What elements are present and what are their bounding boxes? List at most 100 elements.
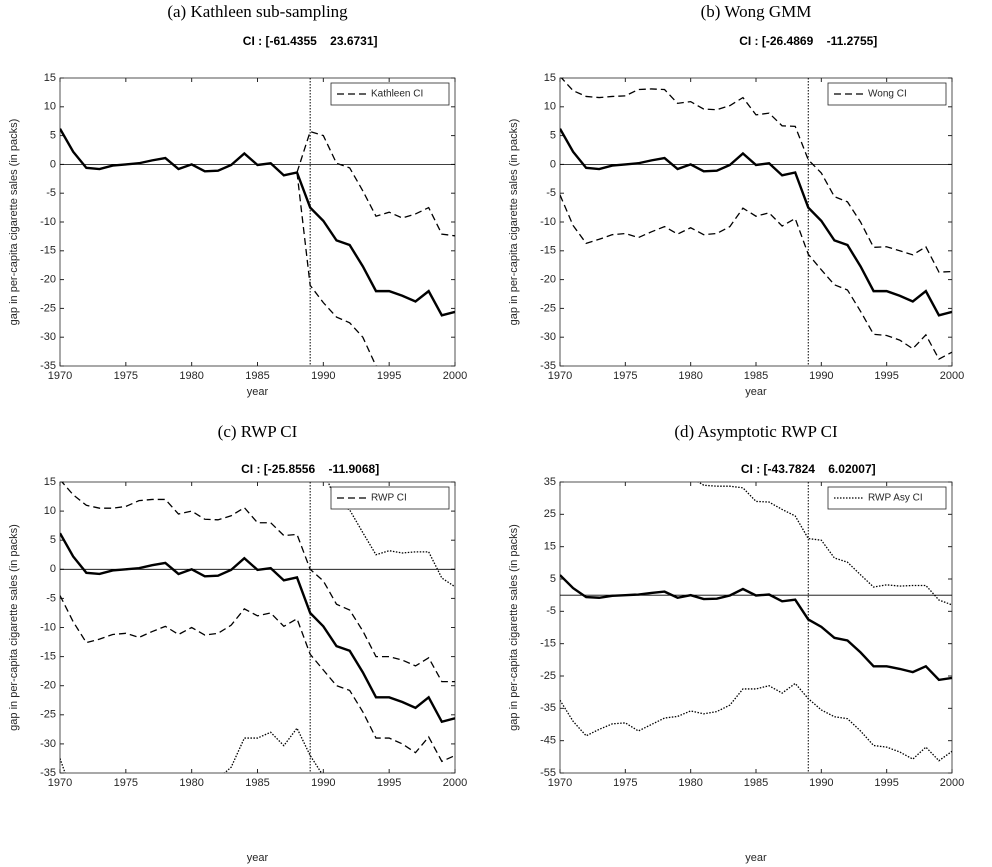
y-tick-label: -30 xyxy=(540,331,556,343)
legend-box xyxy=(330,82,450,106)
y-tick-label: -5 xyxy=(546,187,556,199)
y-tick-label: -20 xyxy=(40,680,56,692)
x-axis-label: year xyxy=(247,386,269,398)
x-tick-label: 1985 xyxy=(245,777,269,789)
y-tick-label: -35 xyxy=(40,360,56,372)
x-tick-label: 1980 xyxy=(678,777,702,789)
y-tick-label: 5 xyxy=(550,130,556,142)
panel-title: (a) Kathleen sub-sampling xyxy=(167,2,348,21)
x-tick-label: 2000 xyxy=(940,777,964,789)
y-tick-label: 0 xyxy=(50,563,56,575)
plot-area xyxy=(559,77,953,367)
y-tick-label: -35 xyxy=(540,360,556,372)
x-tick-label: 1995 xyxy=(874,777,898,789)
y-tick-label: -25 xyxy=(40,709,56,721)
y-tick-label: 5 xyxy=(50,130,56,142)
series-line xyxy=(60,128,455,317)
y-axis-label: gap in per-capita cigarette sales (in pa… xyxy=(8,119,20,326)
series-line xyxy=(560,682,952,762)
y-tick-label: 15 xyxy=(544,541,556,553)
series-line xyxy=(60,726,323,773)
panel: (b) Wong GMM CI : [-26.4869 -11.2755] year… xyxy=(508,2,964,398)
series-line xyxy=(296,130,455,237)
y-tick-label: -20 xyxy=(40,274,56,286)
x-tick-label: 1980 xyxy=(179,777,203,789)
y-tick-label: -55 xyxy=(540,767,556,779)
y-tick-label: 15 xyxy=(44,476,56,488)
y-tick-label: 5 xyxy=(550,573,556,585)
legend-label: RWP CI xyxy=(371,493,407,504)
y-tick-label: -15 xyxy=(540,245,556,257)
plot-area xyxy=(559,481,953,774)
y-tick-label: -35 xyxy=(540,702,556,714)
x-tick-label: 1995 xyxy=(874,370,898,382)
x-tick-label: 1995 xyxy=(377,370,401,382)
y-tick-label: 15 xyxy=(44,72,56,84)
x-tick-label: 1990 xyxy=(311,370,335,382)
series-line xyxy=(60,595,455,763)
x-tick-label: 2000 xyxy=(443,777,467,789)
x-tick-label: 1975 xyxy=(613,777,637,789)
panel-title: (b) Wong GMM xyxy=(701,2,812,21)
y-tick-label: 5 xyxy=(50,534,56,546)
y-tick-label: 0 xyxy=(50,158,56,170)
panel-title: (c) RWP CI xyxy=(218,422,298,441)
y-tick-label: 10 xyxy=(44,101,56,113)
legend-box xyxy=(827,82,947,106)
series-line xyxy=(560,574,952,682)
y-tick-label: -25 xyxy=(540,670,556,682)
series-line xyxy=(560,194,952,360)
y-tick-label: -25 xyxy=(540,302,556,314)
y-axis-label: gap in per-capita cigarette sales (in pa… xyxy=(8,524,20,731)
x-tick-label: 1980 xyxy=(179,370,203,382)
legend-box xyxy=(330,486,450,510)
y-tick-label: 10 xyxy=(44,505,56,517)
y-tick-label: -35 xyxy=(40,767,56,779)
y-tick-label: -15 xyxy=(40,245,56,257)
x-axis-label: year xyxy=(247,852,269,864)
y-tick-label: -30 xyxy=(40,331,56,343)
x-tick-label: 1990 xyxy=(809,777,833,789)
y-axis-label: gap in per-capita cigarette sales (in pa… xyxy=(508,119,520,326)
legend-label: Wong CI xyxy=(868,89,907,100)
plot-lines xyxy=(60,482,455,773)
x-tick-label: 1990 xyxy=(809,370,833,382)
x-tick-label: 2000 xyxy=(940,370,964,382)
x-tick-label: 1970 xyxy=(48,777,72,789)
x-tick-label: 1980 xyxy=(678,370,702,382)
x-tick-label: 1975 xyxy=(114,777,138,789)
series-line xyxy=(296,172,378,366)
y-tick-label: -45 xyxy=(540,735,556,747)
x-tick-label: 2000 xyxy=(443,370,467,382)
x-tick-label: 1970 xyxy=(48,370,72,382)
plot-lines xyxy=(560,482,952,773)
y-tick-label: -20 xyxy=(540,274,556,286)
x-axis-label: year xyxy=(745,852,767,864)
y-tick-label: -5 xyxy=(546,605,556,617)
y-tick-label: 0 xyxy=(550,158,556,170)
panel: (c) RWP CI CI : [-25.8556 -11.9068] year ga… xyxy=(8,422,467,864)
legend-box xyxy=(827,486,947,510)
y-axis-label: gap in per-capita cigarette sales (in pa… xyxy=(508,524,520,731)
plot-lines xyxy=(60,78,455,366)
x-tick-label: 1995 xyxy=(377,777,401,789)
y-tick-label: -5 xyxy=(46,187,56,199)
panel: (d) Asymptotic RWP CI CI : [-43.7824 6.02… xyxy=(508,422,964,864)
x-tick-label: 1975 xyxy=(613,370,637,382)
series-line xyxy=(560,128,952,317)
legend-label: Kathleen CI xyxy=(371,89,423,100)
x-tick-label: 1990 xyxy=(311,777,335,789)
y-tick-label: -15 xyxy=(540,638,556,650)
panel-title: (d) Asymptotic RWP CI xyxy=(674,422,838,441)
legend-label: RWP Asy CI xyxy=(868,493,923,504)
plot-lines xyxy=(560,78,952,366)
y-tick-label: 25 xyxy=(544,508,556,520)
panel: (a) Kathleen sub-sampling CI : [-61.4355 … xyxy=(8,2,467,398)
y-tick-label: -10 xyxy=(40,621,56,633)
ci-annotation: CI : [-26.4869 -11.2755] xyxy=(739,34,877,48)
y-tick-label: -10 xyxy=(40,216,56,228)
x-tick-label: 1970 xyxy=(548,777,572,789)
x-tick-label: 1985 xyxy=(744,370,768,382)
plot-area xyxy=(59,77,456,367)
y-tick-label: -30 xyxy=(40,738,56,750)
